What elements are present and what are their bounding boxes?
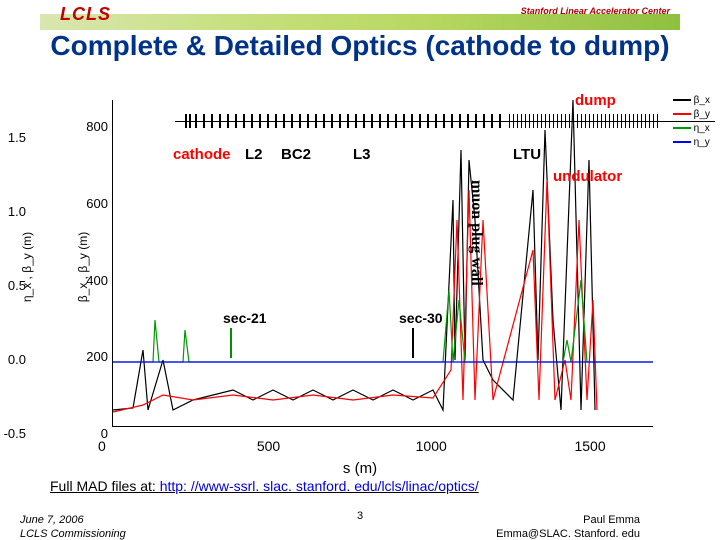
logo-right: Stanford Linear Accelerator Center xyxy=(521,6,670,16)
y-axis-label-2: β_x , β_y (m) xyxy=(76,232,90,302)
annotation-muon-plug-wall: muon plug wall xyxy=(467,180,485,286)
annotation-sec-21: sec-21 xyxy=(223,310,267,326)
annotation-BC2: BC2 xyxy=(281,146,311,163)
mad-url[interactable]: http: //www-ssrl. slac. stanford. edu/lc… xyxy=(160,478,479,494)
mad-prefix: Full MAD files at: xyxy=(50,478,160,494)
page-title: Complete & Detailed Optics (cathode to d… xyxy=(0,30,720,62)
y-axis-label-1: η_x , β_y (m) xyxy=(20,232,34,302)
footer-author: Paul Emma xyxy=(583,514,640,526)
optics-plot: cathodeL2BC2L3LTUdumpundulatorsec-21sec-… xyxy=(50,100,670,440)
mad-files-line: Full MAD files at: http: //www-ssrl. sla… xyxy=(50,478,479,494)
footer-group: LCLS Commissioning xyxy=(20,528,126,540)
logo-left: LCLS xyxy=(60,4,111,25)
header-gradient-bar xyxy=(40,14,680,30)
annotation-LTU: LTU xyxy=(513,146,541,163)
annotation-L2: L2 xyxy=(245,146,263,163)
footer-email: Emma@SLAC. Stanford. edu xyxy=(496,528,640,540)
legend: β_xβ_yη_xη_y xyxy=(673,94,710,150)
x-axis-label: s (m) xyxy=(0,460,720,477)
annotation-sec-30: sec-30 xyxy=(399,310,443,326)
annotation-cathode: cathode xyxy=(173,146,231,163)
annotation-L3: L3 xyxy=(353,146,371,163)
annotation-undulator: undulator xyxy=(553,168,622,185)
slide: LCLS Stanford Linear Accelerator Center … xyxy=(0,0,720,540)
plot-frame: cathodeL2BC2L3LTUdumpundulatorsec-21sec-… xyxy=(112,100,653,427)
annotation-dump: dump xyxy=(575,92,616,109)
